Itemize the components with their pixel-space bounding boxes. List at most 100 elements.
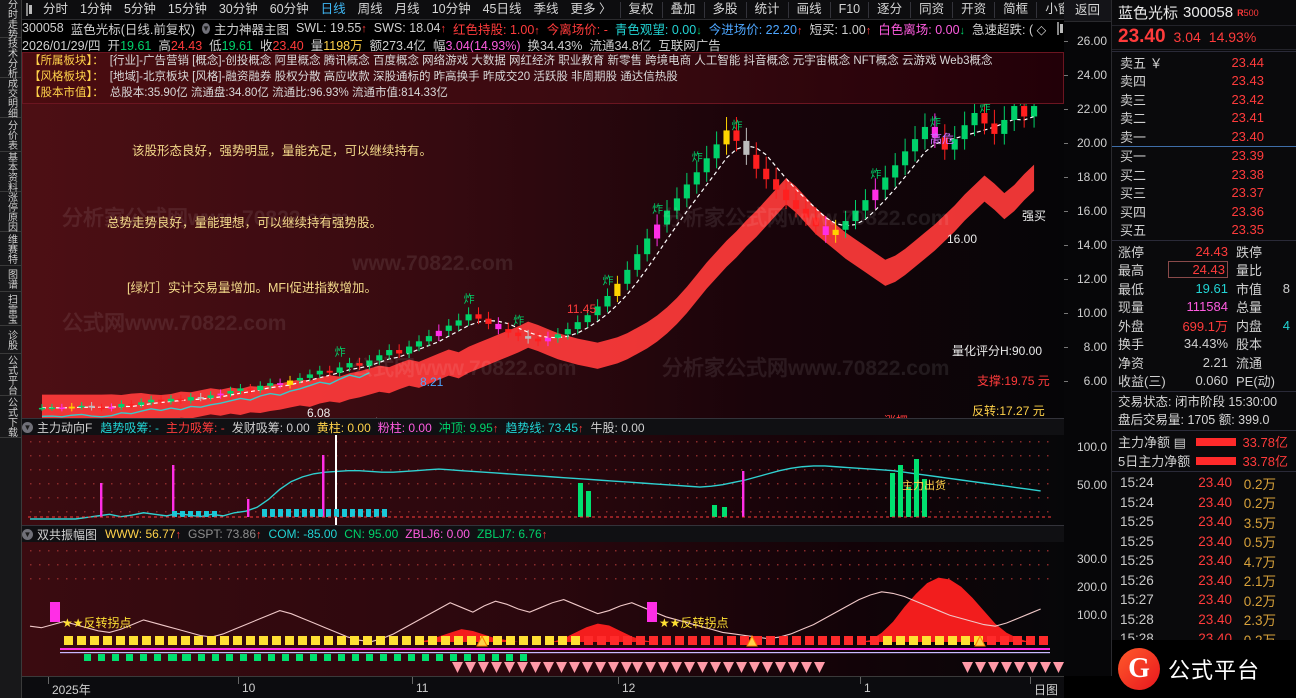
last-price: 23.40 [1118,26,1166,47]
bid-level-4[interactable]: 买五 23.35 [1112,221,1296,240]
quote-stat-row-2: 最低 19.61 市值 8 [1112,279,1296,298]
ask-level-3[interactable]: 卖二 23.41 [1112,109,1296,128]
timeframe-4[interactable]: 30分钟 [218,2,258,16]
tool-画线[interactable]: 画线 [796,2,822,16]
tick-row-2[interactable]: 15:25 23.40 3.5万 [1112,512,1296,532]
mainforce-panel[interactable]: 主力出货 [22,435,1064,525]
axis-tick [1064,381,1068,382]
timeframe-0[interactable]: 分时 [43,2,69,16]
sector-label-2: 【股本市值】： [29,87,104,99]
timeframe-8[interactable]: 月线 [394,2,420,16]
collapse-icon[interactable]: ▼ [22,421,33,433]
ask-level-1[interactable]: 卖四 23.43 [1112,72,1296,91]
timeframe-11[interactable]: 季线 [533,2,559,16]
ohlc-field-2: 低19.61 [209,35,253,54]
window-mode-icon[interactable] [1057,21,1064,35]
dualres-field-2: COM: -85.00 [269,527,338,541]
rail-item-4[interactable]: 基本资料 [0,152,21,192]
trade-status: 交易状态: 闭市阶段 15:30:00 盘后交易量: 1705 额: 399.0 [1112,393,1296,429]
divider [868,1,870,18]
chart-stat-1: 支撑:19.75 元 [977,374,1050,388]
main-candlestick-chart[interactable]: 炸炸炸炸炸炸炸炸炸炸炸 分析家公式网www.70822.comwww.70822… [22,52,1064,418]
svg-text:炸: 炸 [870,168,881,181]
timeframe-2[interactable]: 5分钟 [123,2,156,16]
bid-level-3[interactable]: 买四 23.36 [1112,202,1296,221]
axis-tick [1064,347,1068,348]
rail-item-6[interactable]: 维赛特 [0,232,21,266]
left-sidebar[interactable]: 分时走势 技术分析 成交明细 分价表基本资料 涨停原因 维赛特 图谱 扫雷宝 诊股 公式平台 公式下… [0,0,22,698]
tool-F10[interactable]: F10 [838,2,861,16]
tool-开资[interactable]: 开资 [961,2,987,16]
candles-svg: 炸炸炸炸炸炸炸炸炸炸炸 [38,91,1038,418]
up-arrow-icon: ↑ [492,422,499,435]
chart-background [22,52,1064,418]
x-tick [860,677,861,684]
quote-field-value: 0.00 [671,22,697,37]
rail-item-7[interactable]: 图谱 [0,266,21,292]
bid-level-2[interactable]: 买三 23.37 [1112,184,1296,203]
timeframe-toolbar[interactable]: 分时 1分钟 5分钟 15分钟 30分钟 60分钟 日线 周线 月线 10分钟 45日线 季线 更多 〉… [22,0,1162,20]
timeframe-9[interactable]: 10分钟 [431,2,471,16]
return-button[interactable]: 返回 [1064,0,1112,22]
timeframe-6[interactable]: 日线 [320,2,346,16]
tick-row-1[interactable]: 15:24 23.40 0.2万 [1112,493,1296,513]
tool-多股[interactable]: 多股 [712,2,738,16]
ask-levels[interactable]: 卖五 ￥ 23.44 卖四 23.43 卖三 23.42 卖二 23.41 卖一 23.40 [1112,53,1296,146]
timeframe-1[interactable]: 1分钟 [80,2,112,16]
tick-row-7[interactable]: 15:28 23.40 2.3万 [1112,610,1296,630]
dualres-panel[interactable]: ★★反转拐点 ★★反转拐点 [22,542,1064,676]
price-axis-label-1: 24.00 [1076,68,1107,82]
tool-复权[interactable]: 复权 [628,2,654,16]
tool-叠加[interactable]: 叠加 [670,2,696,16]
tick-list[interactable]: 15:24 23.40 0.2万 15:24 23.40 0.2万 15:25 23.40 3.… [1112,473,1296,649]
mainforce-field-label: 趋势吸筹: [100,420,156,435]
tool-简框[interactable]: 简框 [1003,2,1029,16]
timeframe-5[interactable]: 60分钟 [269,2,309,16]
ask-level-2[interactable]: 卖三 23.42 [1112,90,1296,109]
tick-row-4[interactable]: 15:25 23.40 4.7万 [1112,551,1296,571]
tick-row-3[interactable]: 15:25 23.40 0.5万 [1112,532,1296,552]
layout-toggle-icon[interactable] [26,3,32,16]
ask-level-4[interactable]: 卖一 23.40 [1112,127,1296,146]
bid-level-1[interactable]: 买二 23.38 [1112,165,1296,184]
quote-panel[interactable]: 蓝色光标 300058 R500 23.40 3.04 14.93% 卖五 ￥ 2… [1112,0,1296,698]
tool-小窗[interactable]: 小窗 [1045,2,1071,16]
tick-row-0[interactable]: 15:24 23.40 0.2万 [1112,473,1296,493]
rail-item-2[interactable]: 成交明细 [0,78,21,118]
quote-stats-grid: 涨停 24.43 跌停 最高 24.43 量比 最低 19.61 市值 8 现量 111584 总量 外盘… [1112,242,1296,390]
rail-item-10[interactable]: 公式平台 [0,354,21,396]
tick-row-6[interactable]: 15:27 23.40 0.2万 [1112,590,1296,610]
rail-item-5[interactable]: 涨停原因 [0,192,21,232]
mainforce-field-4: 粉柱: 0.00 [378,419,432,436]
timeframe-3[interactable]: 15分钟 [167,2,207,16]
quote-field-6: 短买: 1.00↑ [809,19,871,38]
rail-item-8[interactable]: 扫雷宝 [0,292,21,326]
chart-annotation-2: 16.00 [947,232,978,246]
rail-item-11[interactable]: 公式下载 [0,396,21,438]
tool-统计[interactable]: 统计 [754,2,780,16]
rail-item-label: 分价表 [5,119,17,150]
bid-level-0[interactable]: 买一 23.39 [1112,147,1296,166]
timeframe-7[interactable]: 周线 [357,2,383,16]
rail-item-0[interactable]: 分时走势 [0,0,21,39]
ask-level-0[interactable]: 卖五 ￥ 23.44 [1112,53,1296,72]
tool-逐分[interactable]: 逐分 [877,2,903,16]
bid-levels[interactable]: 买一 23.39 买二 23.38 买三 23.37 买四 23.36 买五 23.35 [1112,147,1296,240]
quote-field-5: 今进场价: 22.20↑ [709,19,803,38]
chevron-down-icon[interactable]: ▼ [202,22,210,34]
tick-row-5[interactable]: 15:26 23.40 2.1万 [1112,571,1296,591]
mainforce-field-6: 趋势线: 73.45↑ [505,419,583,436]
rail-item-9[interactable]: 诊股 [0,326,21,354]
collapse-icon[interactable]: ▼ [22,528,33,540]
x-axis: 2025年 10 11 12 1 日图 [22,676,1064,698]
mainforce-field-7: 牛股: 0.00 [591,419,645,436]
mainforce-panel-header[interactable]: ▼ 主力动向F 趋势吸筹: - 主力吸筹: - 发财吸筹: 0.00 黄柱: 0.00… [22,418,1064,435]
rail-item-3[interactable]: 分价表 [0,118,21,152]
timeframe-12[interactable]: 更多 〉 [570,2,612,16]
timeframe-10[interactable]: 45日线 [482,2,522,16]
tool-同资[interactable]: 同资 [919,2,945,16]
rail-item-1[interactable]: 技术分析 [0,38,21,78]
x-tick-label-1: 10 [242,681,256,695]
dualres-panel-header[interactable]: ▼ 双共振幅图 WWW: 56.77↑ GSPT: 73.86↑ COM: -85.… [22,525,1064,542]
chart-annotation-8: 涨楞 [884,412,908,418]
